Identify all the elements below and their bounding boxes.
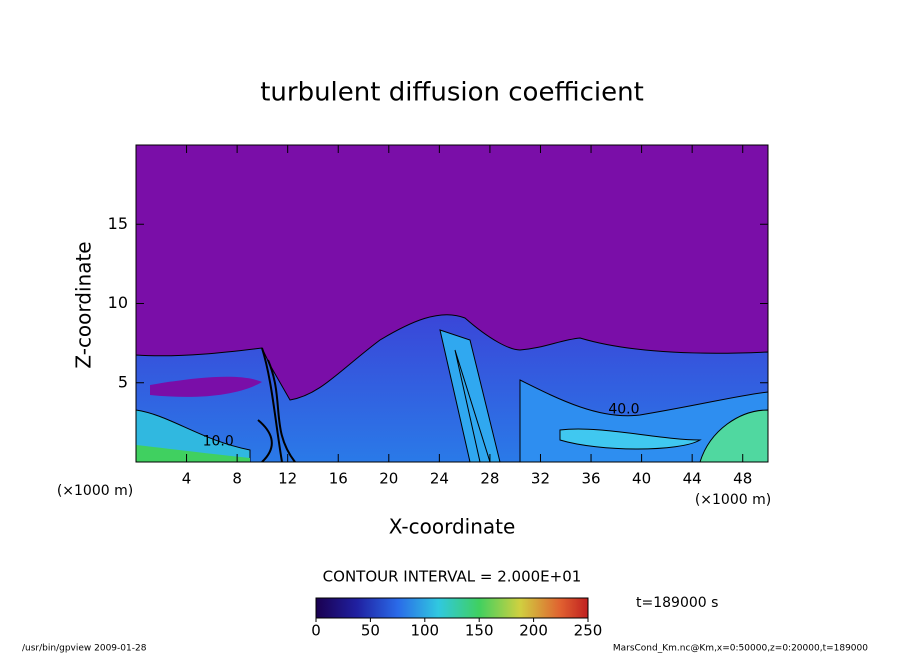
field [136,145,768,462]
x-axis-label: X-coordinate [389,515,516,539]
field-region [439,329,501,462]
colorbar-tick-label: 100 [410,622,439,640]
x-tick-label: 36 [581,470,600,488]
colorbar-tick-label: 250 [574,622,603,640]
x-tick-label: 20 [379,470,398,488]
field-region [559,428,702,450]
y-axis-label: Z-coordinate [72,241,96,368]
x-tick-label: 16 [329,470,348,488]
y-tick-label: 10 [108,293,128,312]
contour-line [257,347,296,462]
x-tick-label: 32 [531,470,550,488]
field-region [136,445,250,462]
x-tick-label: 28 [480,470,499,488]
colorbar-tick-label: 50 [361,622,380,640]
x-tick-label: 24 [430,470,449,488]
x-tick-label: 4 [182,470,192,488]
footer-right: MarsCond_Km.nc@Km,x=0:50000,z=0:20000,t=… [613,644,868,654]
contour-interval: CONTOUR INTERVAL = 2.000E+01 [323,568,582,586]
contour-label: 40.0 [608,402,639,418]
y-unit: (×1000 m) [57,483,133,499]
x-unit: (×1000 m) [695,492,771,508]
time-label: t=189000 s [636,595,718,611]
colorbar [315,597,589,619]
contour-label: 10.0 [203,433,234,449]
colorbar-tick-label: 150 [465,622,494,640]
colorbar-tick-label: 0 [311,622,321,640]
x-tick-label: 48 [733,470,752,488]
x-tick-label: 44 [683,470,702,488]
x-tick-label: 40 [632,470,651,488]
colorbar-tick-label: 200 [519,622,548,640]
chart-title: turbulent diffusion coefficient [260,78,644,108]
field-region [150,376,262,397]
footer-left: /usr/bin/gpview 2009-01-28 [22,644,147,654]
y-tick-label: 15 [108,214,128,233]
x-tick-label: 8 [232,470,242,488]
x-tick-label: 12 [278,470,297,488]
y-tick-label: 5 [118,372,128,391]
